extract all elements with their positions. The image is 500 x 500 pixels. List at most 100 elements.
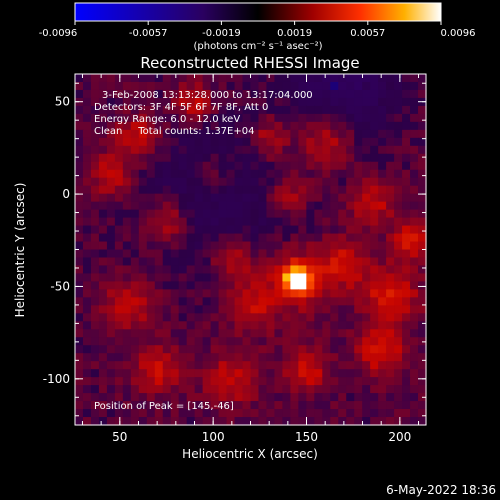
image-pixel [194, 313, 204, 322]
image-pixel [162, 409, 172, 418]
image-pixel [282, 121, 291, 131]
image-pixel [186, 241, 196, 251]
image-pixel [322, 161, 331, 171]
image-pixel [338, 161, 347, 171]
image-pixel [354, 417, 363, 426]
image-pixel [370, 329, 379, 338]
annotation-clean: Clean Total counts: 1.37E+04 [94, 126, 254, 137]
image-pixel [186, 217, 196, 227]
image-pixel [258, 89, 268, 99]
image-pixel [162, 257, 172, 267]
image-pixel [346, 201, 355, 211]
image-pixel [75, 273, 84, 283]
image-pixel [218, 249, 228, 259]
image-pixel [394, 121, 403, 131]
image-pixel [242, 81, 252, 91]
image-pixel [138, 361, 148, 370]
image-pixel [370, 81, 379, 91]
colorbar-tick-label: 0.0096 [441, 28, 476, 39]
image-pixel [250, 121, 260, 131]
image-pixel [354, 153, 363, 163]
image-pixel [146, 153, 156, 163]
image-pixel [194, 193, 204, 203]
image-pixel [90, 281, 100, 290]
image-pixel [418, 289, 427, 298]
image-pixel [210, 401, 220, 410]
image-pixel [322, 233, 331, 243]
image-pixel [418, 241, 427, 251]
image-pixel [258, 241, 268, 251]
image-pixel [274, 313, 284, 322]
image-pixel [386, 201, 395, 211]
image-pixel [162, 105, 172, 115]
image-pixel [410, 121, 419, 131]
image-pixel [258, 393, 268, 402]
image-pixel [210, 249, 220, 259]
image-pixel [154, 281, 164, 290]
image-pixel [386, 401, 395, 410]
image-pixel [82, 129, 92, 139]
image-pixel [258, 345, 268, 354]
image-pixel [170, 353, 180, 362]
image-pixel [90, 353, 100, 362]
image-pixel [162, 345, 172, 354]
image-pixel [218, 337, 228, 346]
image-pixel [146, 297, 156, 306]
image-pixel [386, 81, 395, 91]
image-pixel [266, 353, 276, 362]
image-pixel [75, 265, 84, 275]
annotations: 3-Feb-2008 13:13:28.000 to 13:17:04.000 … [94, 90, 313, 412]
image-pixel [298, 217, 307, 227]
image-pixel [394, 337, 403, 346]
image-pixel [234, 321, 244, 330]
image-pixel [170, 185, 180, 195]
image-pixel [346, 257, 355, 267]
image-pixel [130, 137, 140, 147]
image-pixel [138, 145, 148, 155]
image-pixel [226, 305, 236, 314]
image-pixel [298, 257, 307, 267]
image-pixel [282, 369, 291, 378]
image-pixel [362, 249, 371, 259]
image-pixel [418, 153, 427, 163]
image-pixel [386, 137, 395, 147]
image-pixel [170, 225, 180, 235]
image-pixel [82, 201, 92, 211]
image-pixel [410, 217, 419, 227]
image-pixel [282, 305, 291, 314]
image-pixel [386, 305, 395, 314]
image-pixel [234, 313, 244, 322]
image-pixel [378, 153, 387, 163]
image-pixel [386, 297, 395, 306]
image-pixel [90, 305, 100, 314]
image-pixel [258, 353, 268, 362]
image-pixel [370, 233, 379, 243]
image-pixel [210, 409, 220, 418]
image-pixel [122, 121, 132, 131]
image-pixel [170, 145, 180, 155]
image-pixel [402, 289, 411, 298]
image-pixel [186, 281, 196, 290]
image-pixel [122, 401, 132, 410]
image-pixel [298, 409, 307, 418]
image-pixel [178, 417, 188, 426]
image-pixel [314, 145, 323, 155]
image-pixel [282, 313, 291, 322]
image-pixel [114, 305, 124, 314]
image-pixel [266, 417, 276, 426]
image-pixel [194, 257, 204, 267]
image-pixel [130, 273, 140, 283]
image-pixel [234, 129, 244, 139]
image-pixel [170, 329, 180, 338]
image-pixel [322, 345, 331, 354]
image-pixel [154, 249, 164, 259]
image-pixel [146, 145, 156, 155]
image-pixel [290, 281, 299, 290]
image-pixel [154, 177, 164, 187]
image-pixel [306, 377, 315, 386]
image-pixel [98, 153, 108, 163]
image-pixel [114, 289, 124, 298]
image-pixel [402, 169, 411, 179]
image-pixel [138, 137, 148, 147]
image-pixel [378, 81, 387, 91]
